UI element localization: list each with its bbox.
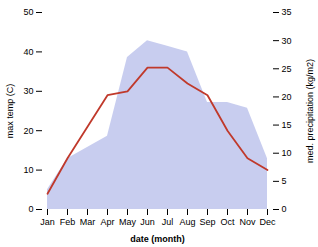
svg-text:10: 10 bbox=[23, 165, 33, 175]
svg-text:0: 0 bbox=[282, 204, 287, 214]
svg-text:20: 20 bbox=[282, 92, 292, 102]
svg-text:date (month): date (month) bbox=[130, 234, 185, 244]
svg-text:10: 10 bbox=[282, 148, 292, 158]
svg-text:25: 25 bbox=[282, 64, 292, 74]
svg-text:Sep: Sep bbox=[199, 217, 215, 227]
svg-text:max temp (C): max temp (C) bbox=[5, 84, 15, 139]
svg-text:Nov: Nov bbox=[239, 217, 256, 227]
svg-text:50: 50 bbox=[23, 7, 33, 17]
svg-text:35: 35 bbox=[282, 7, 292, 17]
svg-text:Apr: Apr bbox=[100, 217, 114, 227]
svg-text:30: 30 bbox=[23, 86, 33, 96]
svg-text:Oct: Oct bbox=[220, 217, 235, 227]
svg-text:30: 30 bbox=[282, 36, 292, 46]
svg-text:Dec: Dec bbox=[259, 217, 276, 227]
svg-text:20: 20 bbox=[23, 126, 33, 136]
svg-text:40: 40 bbox=[23, 47, 33, 57]
svg-text:Jun: Jun bbox=[140, 217, 155, 227]
svg-text:0: 0 bbox=[28, 204, 33, 214]
svg-text:15: 15 bbox=[282, 120, 292, 130]
svg-text:Feb: Feb bbox=[60, 217, 76, 227]
svg-text:5: 5 bbox=[282, 176, 287, 186]
svg-text:Mar: Mar bbox=[80, 217, 96, 227]
svg-text:Jul: Jul bbox=[162, 217, 174, 227]
svg-text:May: May bbox=[119, 217, 137, 227]
svg-text:med. precipitation (kg/m2): med. precipitation (kg/m2) bbox=[305, 59, 315, 163]
svg-text:Jan: Jan bbox=[40, 217, 55, 227]
svg-text:Aug: Aug bbox=[179, 217, 195, 227]
